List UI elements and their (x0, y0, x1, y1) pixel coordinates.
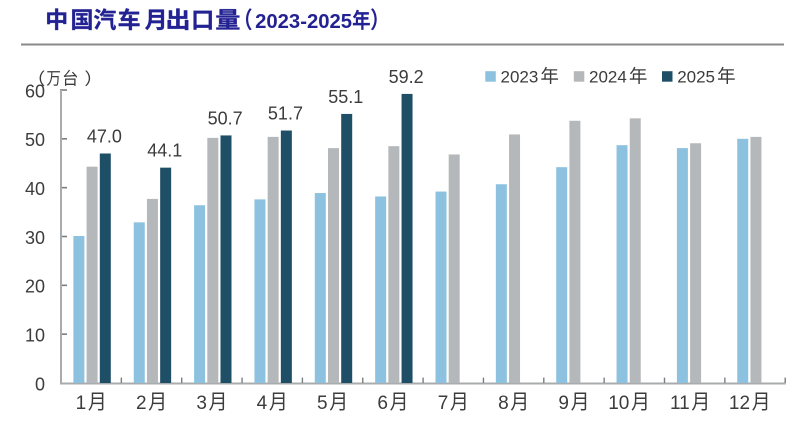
svg-text:10: 10 (25, 326, 45, 346)
svg-text:50.7: 50.7 (208, 108, 243, 128)
svg-text:0: 0 (35, 374, 45, 394)
svg-text:6: 6 (377, 393, 388, 414)
svg-text:10: 10 (608, 393, 629, 414)
svg-text:20: 20 (25, 277, 45, 297)
svg-text:1: 1 (76, 393, 87, 414)
svg-text:2024: 2024 (589, 68, 627, 87)
svg-text:12: 12 (729, 393, 750, 414)
svg-text:9: 9 (558, 393, 569, 414)
svg-text:40: 40 (25, 179, 45, 199)
svg-text:51.7: 51.7 (268, 104, 303, 124)
svg-text:2023: 2023 (501, 68, 539, 87)
svg-text:3: 3 (196, 393, 207, 414)
svg-text:60: 60 (25, 81, 45, 101)
svg-text:4: 4 (257, 393, 268, 414)
svg-text:2: 2 (136, 393, 147, 414)
svg-text:59.2: 59.2 (389, 67, 424, 87)
svg-text:47.0: 47.0 (87, 127, 122, 147)
svg-text:55.1: 55.1 (328, 87, 363, 107)
svg-text:50: 50 (25, 130, 45, 150)
svg-text:2025: 2025 (677, 68, 715, 87)
svg-text:30: 30 (25, 228, 45, 248)
svg-text:2023-2025: 2023-2025 (255, 11, 352, 33)
svg-text:7: 7 (438, 393, 449, 414)
svg-text:11: 11 (670, 393, 690, 414)
svg-text:8: 8 (498, 393, 509, 414)
svg-text:5: 5 (317, 393, 328, 414)
svg-text:44.1: 44.1 (147, 141, 182, 161)
